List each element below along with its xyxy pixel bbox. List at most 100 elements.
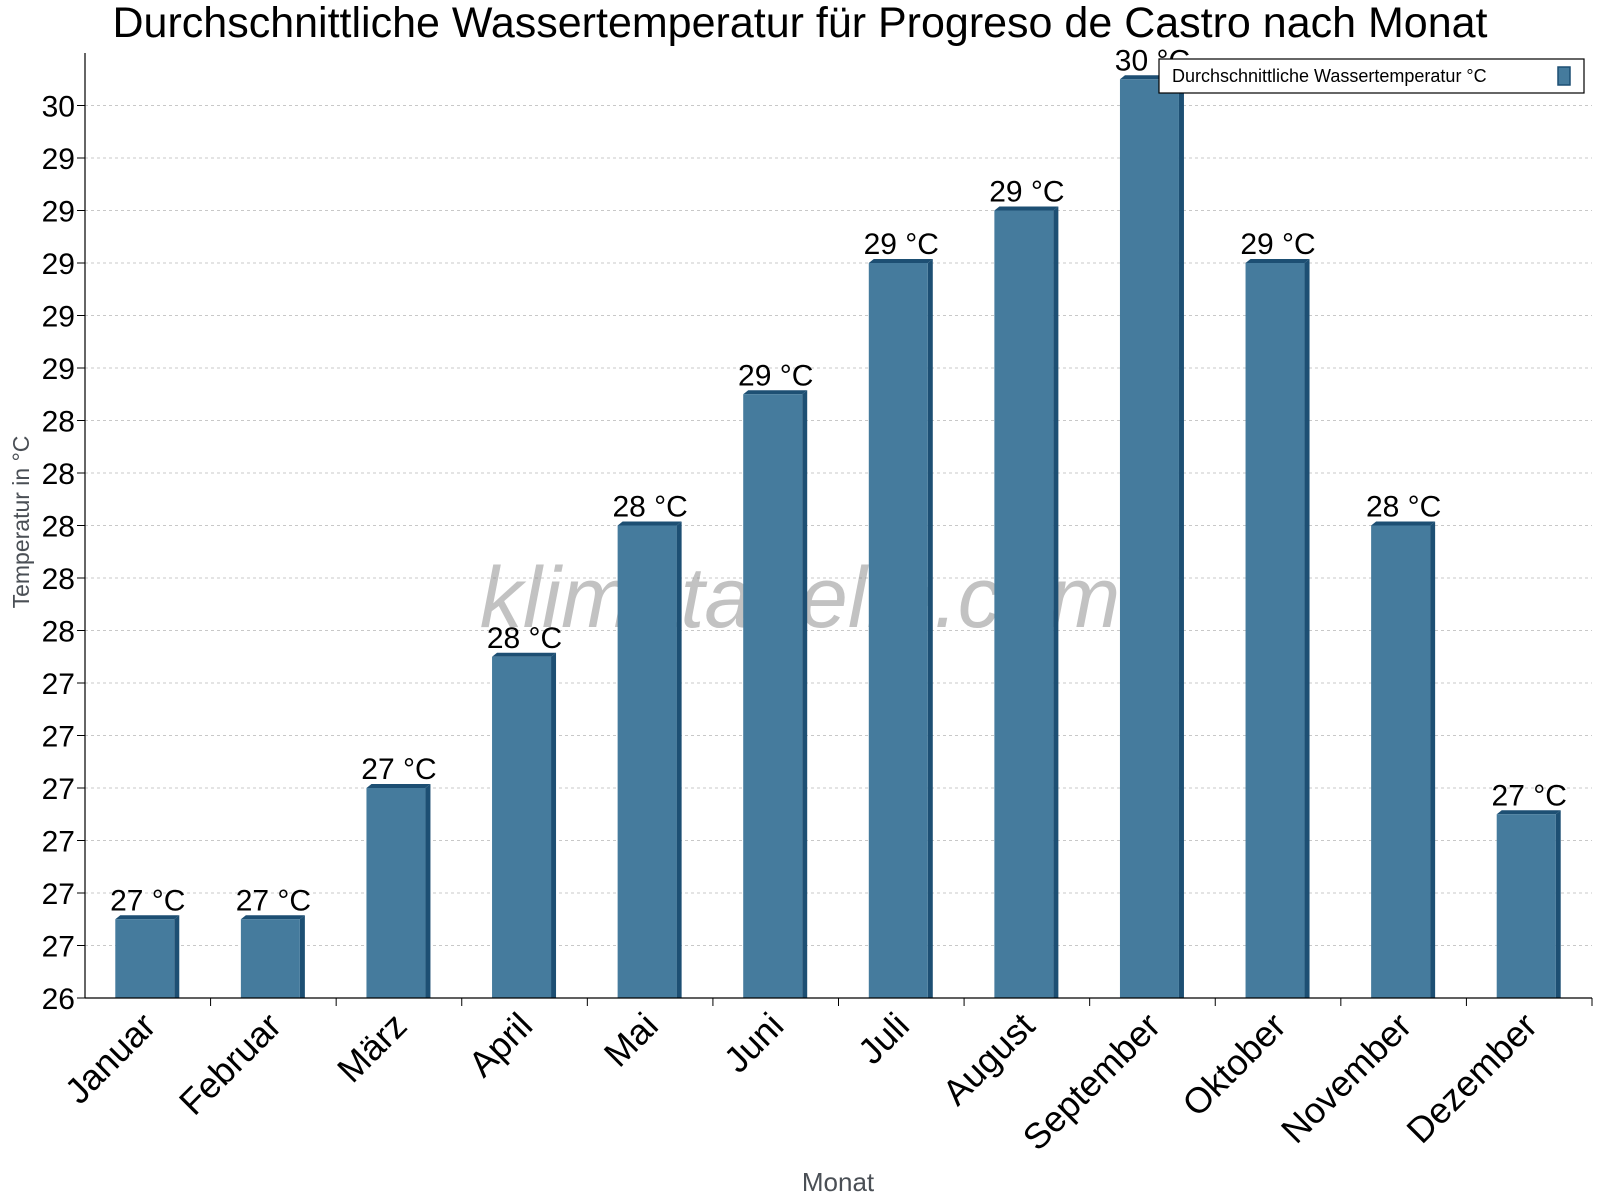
y-tick-label: 28 bbox=[42, 458, 75, 491]
bar-top bbox=[1371, 521, 1436, 526]
x-tick-label: Mai bbox=[596, 1005, 666, 1075]
y-tick-label: 26 bbox=[42, 983, 75, 1016]
bar-side bbox=[299, 915, 305, 998]
bar-front bbox=[240, 919, 300, 998]
chart-title: Durchschnittliche Wassertemperatur für P… bbox=[113, 0, 1488, 47]
bar bbox=[994, 206, 1059, 998]
bar-value-label: 28 °C bbox=[1366, 491, 1441, 524]
value-labels: 27 °C 27 °C 27 °C 28 °C 28 °C 29 °C 29 °C 29 °C… bbox=[110, 44, 1567, 917]
y-tick-label: 27 bbox=[42, 668, 75, 701]
bar-value-label: 27 °C bbox=[1492, 779, 1567, 812]
y-tick-label: 29 bbox=[42, 353, 75, 386]
x-tick-label: September bbox=[1015, 1005, 1169, 1159]
y-tick-label: 28 bbox=[42, 406, 75, 439]
bar-top bbox=[994, 206, 1059, 211]
bar-front bbox=[1496, 814, 1556, 998]
y-tick-label: 29 bbox=[42, 143, 75, 176]
y-tick-label: 27 bbox=[42, 773, 75, 806]
x-axis-label: Monat bbox=[802, 1167, 875, 1197]
bar-value-label: 28 °C bbox=[487, 622, 562, 655]
bar-top bbox=[115, 915, 180, 920]
bar-value-label: 27 °C bbox=[361, 753, 436, 786]
bar-top bbox=[492, 652, 557, 657]
x-tick-label: Juli bbox=[850, 1005, 917, 1072]
bar-side bbox=[425, 784, 431, 998]
bar bbox=[617, 521, 682, 998]
x-tick-label: Juni bbox=[716, 1005, 792, 1081]
x-tick-label: Januar bbox=[57, 1005, 164, 1112]
x-axis-ticks: Januar Februar März April Mai Juni Juli AugustS… bbox=[57, 998, 1593, 1159]
bar-front bbox=[994, 210, 1054, 998]
bar-front bbox=[1245, 263, 1305, 998]
x-tick-label: März bbox=[329, 1005, 415, 1091]
legend-swatch bbox=[1557, 66, 1571, 86]
grid-lines bbox=[85, 105, 1592, 946]
x-tick-label: Dezember bbox=[1398, 1005, 1544, 1151]
bar bbox=[1245, 259, 1310, 998]
y-tick-label: 28 bbox=[42, 616, 75, 649]
bar-side bbox=[1430, 521, 1436, 998]
x-tick-label: Oktober bbox=[1174, 1005, 1294, 1125]
bar-side bbox=[174, 915, 180, 998]
bar bbox=[1371, 521, 1436, 998]
y-tick-label: 30 bbox=[42, 91, 75, 124]
bar-top bbox=[743, 390, 808, 395]
y-tick-label: 27 bbox=[42, 826, 75, 859]
bar-side bbox=[551, 652, 557, 998]
legend: Durchschnittliche Wassertemperatur °C bbox=[1158, 58, 1585, 94]
bar-top bbox=[1496, 810, 1561, 815]
bar bbox=[1496, 810, 1561, 998]
y-tick-label: 29 bbox=[42, 301, 75, 334]
bar-value-label: 29 °C bbox=[864, 228, 939, 261]
x-tick-label: November bbox=[1273, 1005, 1419, 1151]
bar-value-label: 27 °C bbox=[110, 884, 185, 917]
bar-side bbox=[1304, 259, 1310, 998]
bar-front bbox=[366, 788, 426, 998]
y-axis-ticks: 26 27 27 27 27 27 27 28 28 28 28 28 29 29 29 29 29 30 bbox=[42, 91, 85, 1016]
legend-box bbox=[1158, 58, 1585, 94]
bar bbox=[115, 915, 180, 998]
bars bbox=[115, 75, 1561, 998]
bar-value-label: 28 °C bbox=[612, 491, 687, 524]
bar-value-label: 29 °C bbox=[1240, 228, 1315, 261]
x-tick-label: Februar bbox=[171, 1005, 289, 1123]
bar-side bbox=[802, 390, 808, 998]
x-tick-label: August bbox=[934, 1005, 1042, 1113]
bar bbox=[366, 784, 431, 998]
bar-side bbox=[1555, 810, 1561, 998]
y-tick-label: 27 bbox=[42, 721, 75, 754]
bar-front bbox=[1119, 79, 1179, 998]
bar bbox=[492, 652, 557, 998]
bar-top bbox=[617, 521, 682, 526]
bar-front bbox=[1371, 525, 1431, 998]
bar-top bbox=[366, 784, 431, 788]
bar-front bbox=[868, 263, 928, 998]
bar-top bbox=[868, 259, 933, 263]
bar bbox=[868, 259, 933, 998]
y-tick-label: 29 bbox=[42, 248, 75, 281]
bar-value-label: 27 °C bbox=[236, 884, 311, 917]
bar bbox=[743, 390, 808, 998]
bar-value-label: 29 °C bbox=[989, 176, 1064, 209]
bar-front bbox=[617, 525, 677, 998]
bar-value-label: 29 °C bbox=[738, 359, 813, 392]
bar-side bbox=[1053, 206, 1059, 998]
y-tick-label: 29 bbox=[42, 196, 75, 229]
bar-side bbox=[1178, 75, 1184, 998]
bar-front bbox=[492, 656, 552, 998]
y-tick-label: 28 bbox=[42, 563, 75, 596]
y-tick-label: 28 bbox=[42, 511, 75, 544]
legend-label: Durchschnittliche Wassertemperatur °C bbox=[1172, 66, 1487, 86]
bar-front bbox=[743, 394, 803, 998]
bar bbox=[1119, 75, 1184, 998]
y-tick-label: 27 bbox=[42, 878, 75, 911]
bar-side bbox=[676, 521, 682, 998]
bar-top bbox=[1245, 259, 1310, 263]
bar bbox=[240, 915, 305, 998]
x-tick-label: April bbox=[460, 1005, 540, 1085]
y-tick-label: 27 bbox=[42, 931, 75, 964]
y-axis-label: Temperatur in °C bbox=[8, 436, 34, 609]
bar-side bbox=[927, 259, 933, 998]
bar-top bbox=[240, 915, 305, 920]
